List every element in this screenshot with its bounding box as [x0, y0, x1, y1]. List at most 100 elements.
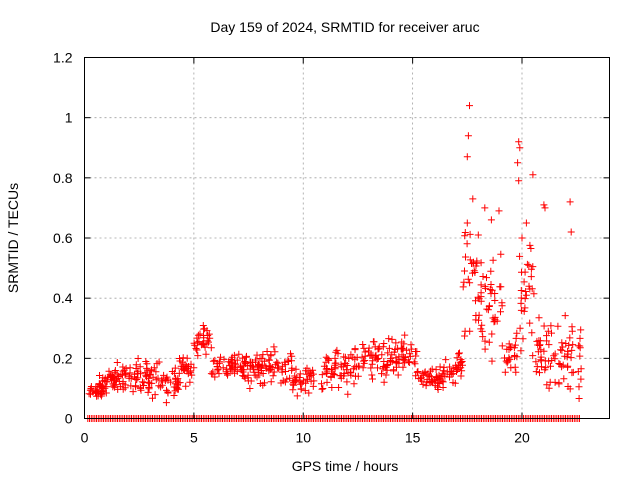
- data-point: [388, 351, 396, 359]
- data-point: [551, 350, 559, 358]
- data-point: [517, 287, 525, 294]
- data-point: [129, 388, 137, 396]
- data-point: [145, 374, 153, 382]
- data-point: [567, 228, 575, 236]
- data-point: [461, 232, 469, 240]
- data-point: [477, 325, 485, 333]
- data-point: [433, 373, 441, 381]
- x-axis-title: GPS time / hours: [292, 458, 399, 474]
- data-point: [120, 366, 128, 374]
- data-point: [561, 352, 569, 360]
- data-point: [95, 382, 103, 390]
- data-point: [392, 339, 400, 347]
- data-point: [501, 368, 509, 376]
- data-point: [174, 385, 182, 393]
- data-point: [265, 362, 273, 370]
- data-point: [554, 322, 562, 330]
- data-point: [108, 372, 116, 379]
- data-point: [475, 316, 482, 324]
- data-point: [295, 374, 303, 381]
- data-point: [545, 384, 553, 392]
- data-point: [566, 385, 574, 393]
- data-point: [323, 367, 331, 375]
- data-point: [543, 381, 551, 389]
- data-point: [201, 325, 209, 333]
- data-point: [350, 380, 358, 388]
- data-point: [233, 356, 241, 364]
- data-point: [535, 337, 543, 345]
- data-point: [564, 362, 572, 370]
- data-point: [207, 344, 215, 352]
- data-point: [136, 363, 144, 371]
- data-point: [256, 380, 264, 387]
- data-point: [99, 385, 107, 392]
- data-point: [527, 273, 535, 281]
- data-point: [399, 345, 406, 353]
- data-point: [487, 281, 495, 288]
- data-point: [240, 372, 248, 380]
- data-point: [232, 360, 239, 368]
- data-point: [331, 354, 339, 362]
- y-axis-ticks: 0 0.2 0.4 0.6 0.8 1 1.2: [53, 50, 610, 427]
- data-point: [462, 253, 469, 261]
- data-point: [518, 268, 525, 276]
- data-point: [383, 366, 391, 374]
- data-point: [506, 355, 514, 363]
- data-point: [507, 343, 515, 351]
- data-point: [121, 381, 129, 389]
- data-point: [411, 360, 419, 368]
- data-point: [469, 195, 477, 203]
- data-point: [532, 368, 540, 376]
- data-point: [185, 363, 192, 370]
- data-point: [406, 350, 414, 358]
- data-point: [469, 269, 476, 277]
- data-point: [288, 366, 296, 374]
- data-point: [540, 201, 548, 209]
- data-point: [394, 371, 402, 379]
- data-point: [127, 382, 135, 390]
- data-point: [157, 383, 165, 391]
- data-point: [547, 322, 555, 330]
- data-point: [568, 346, 576, 354]
- data-point: [163, 373, 171, 381]
- data-point: [535, 314, 543, 322]
- data-point: [318, 380, 325, 388]
- data-point: [361, 348, 369, 356]
- data-point: [144, 388, 152, 396]
- data-point: [423, 370, 431, 378]
- data-point: [358, 353, 366, 361]
- data-point: [136, 383, 144, 391]
- data-point: [544, 327, 552, 335]
- data-point: [105, 367, 113, 375]
- data-point: [479, 333, 487, 341]
- data-point: [410, 358, 418, 366]
- data-point: [343, 378, 351, 386]
- data-point: [296, 370, 304, 378]
- data-point: [329, 369, 337, 377]
- data-point: [432, 374, 440, 382]
- data-point: [537, 357, 545, 365]
- data-point: [477, 281, 485, 289]
- data-point: [490, 318, 498, 326]
- data-point: [359, 364, 367, 372]
- data-point: [475, 311, 483, 319]
- data-point: [529, 352, 537, 360]
- data-point: [569, 341, 577, 349]
- data-point: [428, 365, 436, 373]
- data-point: [385, 344, 393, 352]
- data-point: [203, 340, 211, 348]
- data-point: [170, 392, 178, 399]
- data-point: [319, 385, 327, 392]
- data-point: [374, 364, 381, 372]
- data-point: [223, 369, 231, 377]
- data-point: [498, 299, 506, 307]
- data-point: [215, 370, 223, 378]
- data-point: [477, 259, 485, 267]
- data-point: [519, 335, 527, 343]
- data-point: [548, 357, 556, 364]
- data-point: [369, 375, 376, 383]
- y-axis-title: SRMTID / TECUs: [5, 183, 21, 293]
- data-point: [173, 384, 181, 392]
- data-point: [450, 365, 458, 373]
- data-point: [200, 341, 208, 349]
